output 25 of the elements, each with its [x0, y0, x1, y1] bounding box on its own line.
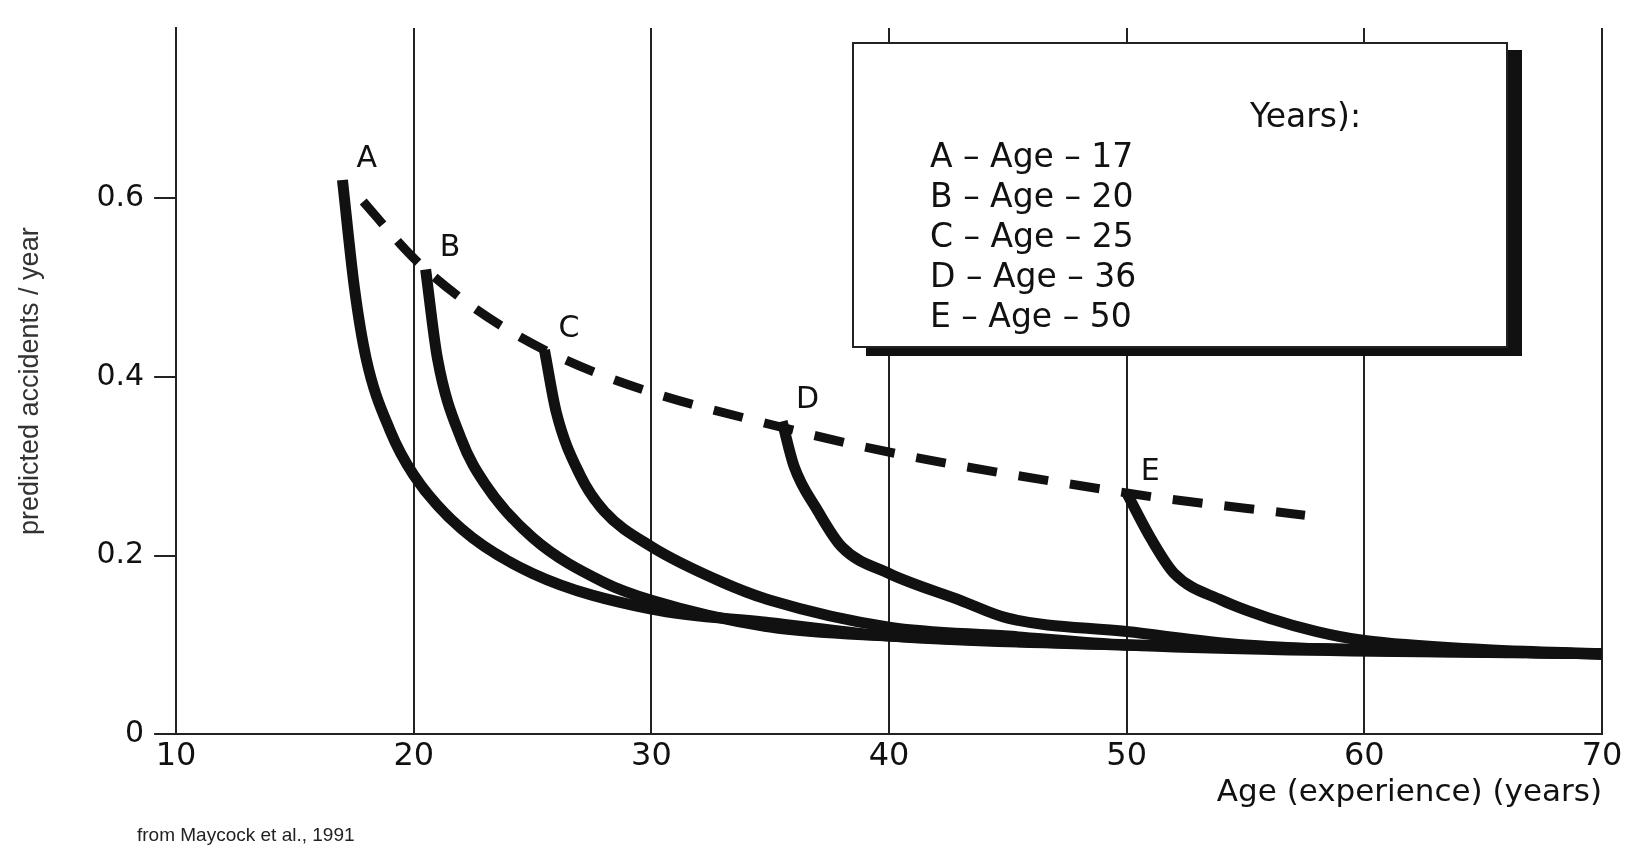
y-tick-label: 0	[125, 714, 145, 750]
x-tick-label: 40	[868, 734, 910, 773]
series-label: D	[796, 380, 820, 416]
x-tick-label: 70	[1581, 734, 1623, 773]
annotation: Years):	[1249, 96, 1363, 136]
x-axis-title: Age (experience) (years)	[1216, 772, 1602, 809]
annotation: B – Age – 20	[930, 176, 1135, 216]
annotation: A – Age – 17	[930, 136, 1135, 176]
x-tick-label: 10	[155, 734, 197, 773]
x-tick-label: 20	[393, 734, 435, 773]
y-tick-label: 0.6	[96, 177, 145, 213]
x-tick-label: 60	[1343, 734, 1385, 773]
annotation: E – Age – 50	[930, 296, 1133, 336]
y-tick-label: 0.4	[96, 356, 145, 392]
annotation: D – Age – 36	[930, 256, 1138, 296]
x-tick-label: 30	[631, 734, 672, 773]
series-label: A	[356, 138, 378, 174]
text: from Maycock et al., 1991	[137, 824, 355, 846]
y-tick-label: 0.2	[96, 535, 145, 571]
series-label: C	[558, 308, 580, 344]
y-axis-title: predicted accidents / year	[13, 227, 44, 536]
x-tick-label: 50	[1106, 734, 1148, 773]
series-label: B	[439, 228, 461, 264]
series-label: E	[1140, 451, 1160, 487]
annotation: C – Age – 25	[930, 216, 1135, 256]
